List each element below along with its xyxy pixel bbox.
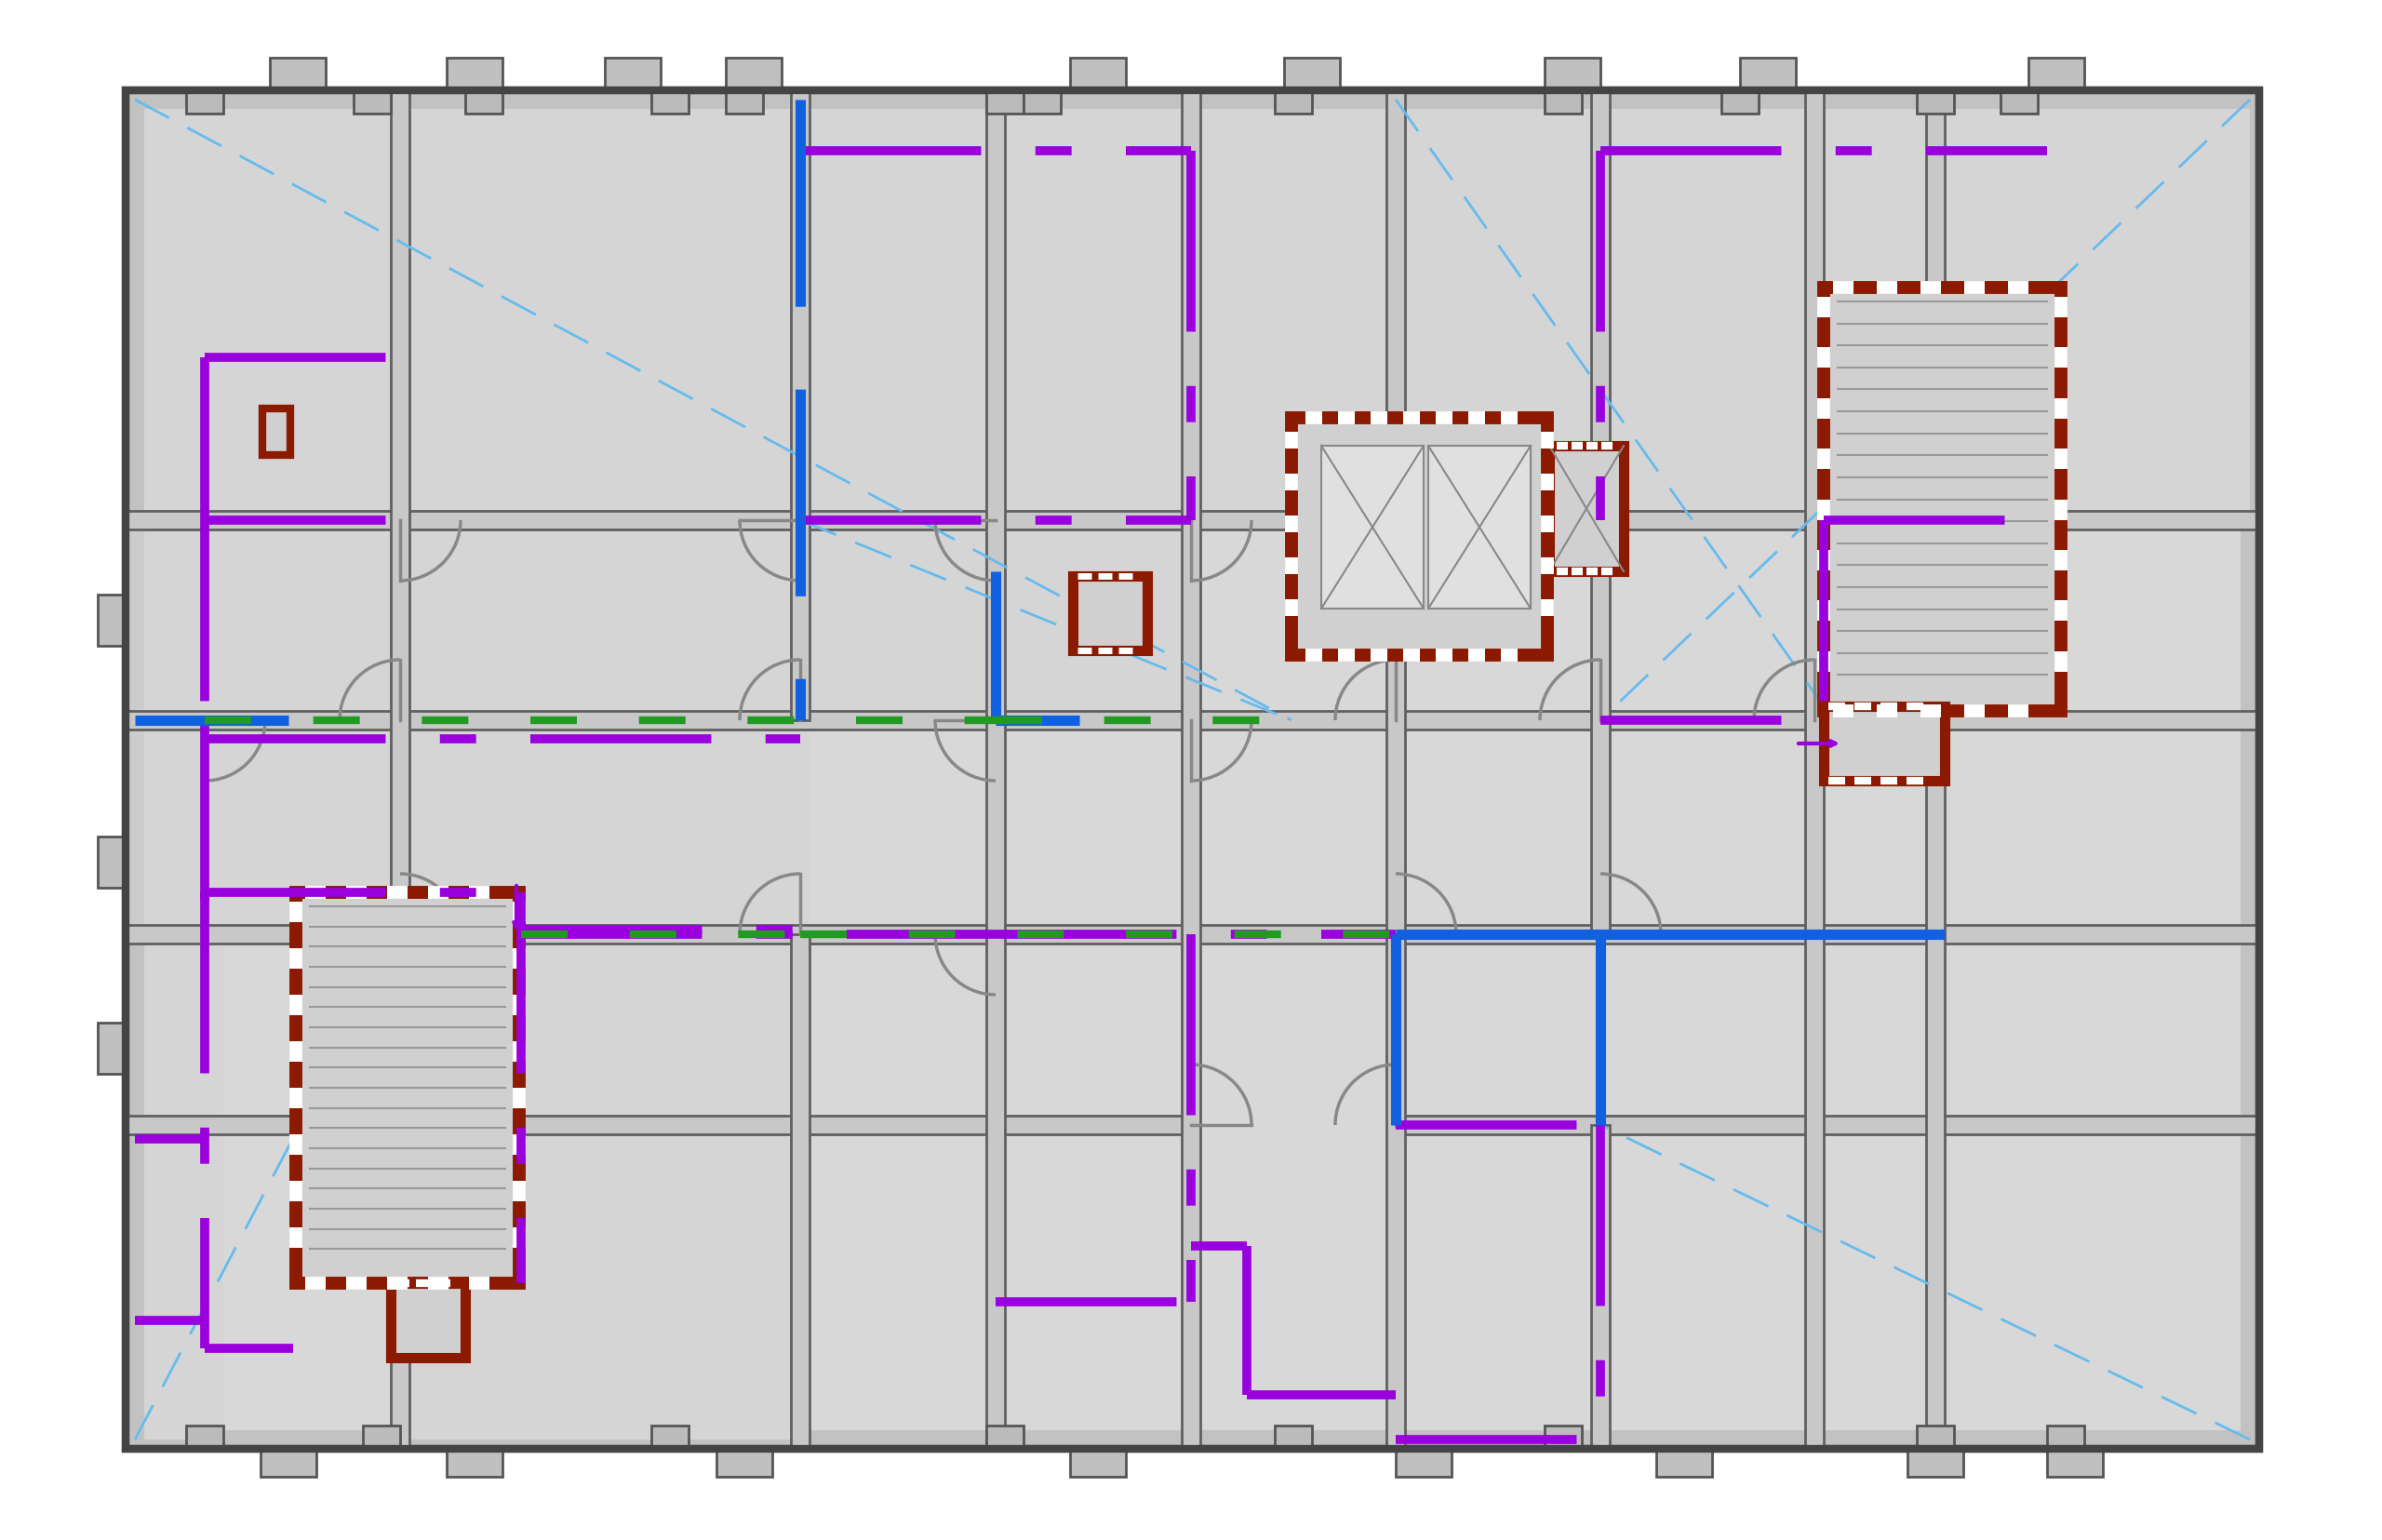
Bar [1322, 447, 1424, 610]
Bar [145, 109, 400, 521]
Bar [2029, 59, 2084, 91]
Bar [717, 1449, 772, 1477]
Bar [262, 410, 291, 456]
Bar [145, 109, 2241, 1431]
Bar [410, 730, 810, 926]
Bar [1722, 91, 1758, 114]
Bar [98, 836, 126, 889]
Bar [1825, 109, 2251, 521]
Bar [650, 91, 688, 114]
Bar [410, 109, 791, 521]
Bar [186, 1426, 224, 1449]
Bar [126, 91, 2258, 1449]
Bar [448, 59, 503, 91]
Bar [1429, 447, 1532, 610]
Bar [145, 539, 210, 912]
Bar [1655, 1449, 1713, 1477]
Bar [126, 91, 2258, 1449]
Bar [2046, 1449, 2103, 1477]
Bar [1181, 91, 1201, 1449]
Bar [145, 1135, 224, 1440]
Bar [269, 59, 326, 91]
Bar [986, 91, 1024, 114]
Bar [98, 594, 126, 647]
Bar [1201, 109, 1386, 521]
Bar [1548, 447, 1625, 571]
Bar [1544, 91, 1582, 114]
Bar [145, 944, 224, 1130]
Bar [1284, 59, 1339, 91]
Bar [2046, 1426, 2084, 1449]
Bar [1070, 59, 1127, 91]
Bar [1024, 91, 1060, 114]
Bar [791, 91, 810, 721]
Bar [986, 91, 1005, 1449]
Bar [810, 109, 986, 521]
Bar [295, 893, 519, 1283]
Bar [791, 935, 810, 1449]
Bar [391, 91, 410, 1449]
Bar [1825, 288, 2060, 711]
Bar [1005, 530, 1181, 711]
Bar [1405, 109, 1806, 521]
Bar [1072, 576, 1148, 651]
Bar [145, 530, 400, 711]
Bar [98, 1023, 126, 1073]
Bar [186, 91, 224, 114]
Bar [1291, 419, 1548, 656]
Bar [126, 711, 2258, 730]
Bar [1591, 91, 1610, 935]
Bar [727, 91, 762, 114]
Bar [464, 91, 503, 114]
Bar [1908, 1449, 1963, 1477]
Bar [605, 59, 660, 91]
Bar [126, 926, 2258, 944]
Bar [1274, 91, 1312, 114]
Bar [1070, 1449, 1127, 1477]
Bar [126, 511, 2258, 530]
Bar [650, 1426, 688, 1449]
Bar [1396, 1116, 2258, 1135]
Bar [1927, 91, 1944, 1449]
Bar [2001, 91, 2037, 114]
Bar [1386, 91, 1405, 1449]
Bar [1825, 707, 1944, 781]
Bar [362, 1426, 400, 1449]
Bar [1806, 91, 1825, 1449]
Bar [1544, 59, 1601, 91]
Bar [126, 1116, 1191, 1135]
Bar [448, 1449, 503, 1477]
Bar [260, 1449, 317, 1477]
Bar [353, 91, 391, 114]
Bar [145, 730, 400, 926]
Bar [391, 1283, 464, 1358]
Bar [1274, 1426, 1312, 1449]
Bar [1739, 59, 1796, 91]
Bar [1918, 1426, 1953, 1449]
Bar [986, 1426, 1024, 1449]
Bar [1918, 91, 1953, 114]
Bar [1544, 1426, 1582, 1449]
Bar [1005, 109, 1181, 521]
Bar [410, 530, 791, 711]
Bar [727, 59, 781, 91]
Bar [1591, 1126, 1610, 1449]
Bar [810, 530, 986, 711]
Bar [410, 944, 810, 1440]
Bar [1396, 1449, 1451, 1477]
Bar [126, 521, 210, 930]
